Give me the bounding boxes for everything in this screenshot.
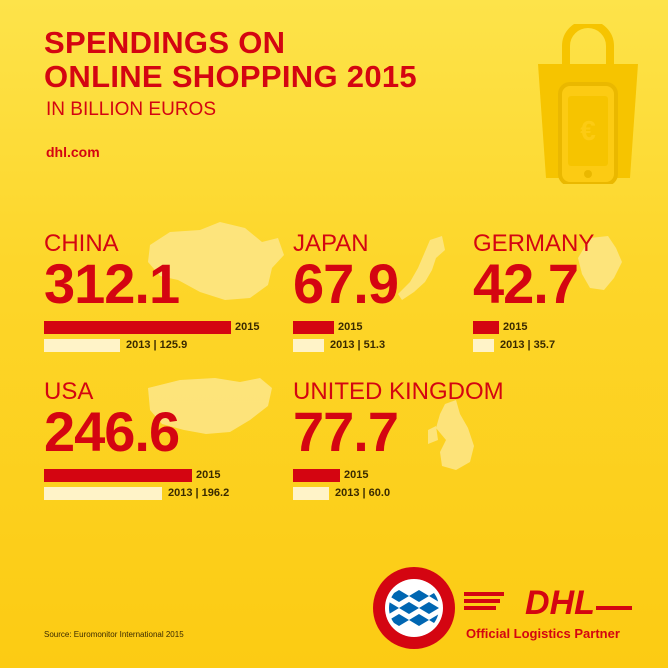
value-2015: 77.7 xyxy=(293,400,399,463)
label-2013: 2013 | 60.0 xyxy=(335,487,391,499)
country-name: GERMANY xyxy=(473,230,595,257)
value-2015: 312.1 xyxy=(44,252,180,315)
country-block: USA 246.6 2015 2013 | 196.2 xyxy=(44,378,229,502)
usa-map xyxy=(148,378,272,434)
value-2015: 246.6 xyxy=(44,400,180,463)
smartphone-icon xyxy=(558,82,618,184)
label-2015: 2015 xyxy=(344,469,369,481)
bar-2015 xyxy=(44,321,231,334)
bar-2013 xyxy=(44,487,162,500)
country-name: CHINA xyxy=(44,230,119,257)
label-2015: 2015 xyxy=(503,321,528,333)
value-2015: 42.7 xyxy=(473,252,579,315)
bar-2013 xyxy=(473,339,494,352)
label-2015: 2015 xyxy=(338,321,363,333)
germany-map xyxy=(578,236,622,290)
value-2015: 67.9 xyxy=(293,252,399,315)
japan-map xyxy=(398,236,445,300)
source-note: Source: Euromonitor International 2015 xyxy=(44,630,184,639)
bar-2015 xyxy=(293,321,334,334)
bar-2015 xyxy=(473,321,499,334)
site-link[interactable]: dhl.com xyxy=(46,144,100,160)
country-block: JAPAN 67.9 2015 2013 | 51.3 xyxy=(293,230,399,354)
country-name: UNITED KINGDOM xyxy=(293,378,504,405)
euro-icon: € xyxy=(580,115,596,146)
bar-2013 xyxy=(293,487,329,500)
label-2013: 2013 | 51.3 xyxy=(330,339,386,351)
bar-2015 xyxy=(293,469,340,482)
country-name: USA xyxy=(44,378,94,405)
label-2015: 2015 xyxy=(235,321,260,333)
uk-map xyxy=(428,400,474,470)
china-map xyxy=(148,222,284,300)
page-subtitle: IN BILLION EUROS xyxy=(46,99,216,120)
bar-2013 xyxy=(44,339,120,352)
shopping-bag-icon: € xyxy=(538,24,638,184)
country-block: UNITED KINGDOM 77.7 2015 2013 | 60.0 xyxy=(293,380,504,502)
label-2013: 2013 | 35.7 xyxy=(500,339,556,351)
country-block: CHINA 312.1 2015 2013 | 125.9 xyxy=(44,230,259,354)
bar-2015 xyxy=(44,469,192,482)
bar-2013 xyxy=(293,339,324,352)
country-name: JAPAN xyxy=(293,230,369,257)
dhl-logo: DHL xyxy=(464,584,632,618)
country-block: GERMANY 42.7 2015 2013 | 35.7 xyxy=(473,232,594,354)
page-title: SPENDINGS ON ONLINE SHOPPING 2015 xyxy=(44,25,417,94)
label-2013: 2013 | 125.9 xyxy=(126,339,188,351)
label-2013: 2013 | 196.2 xyxy=(168,487,230,499)
svg-text:DHL: DHL xyxy=(525,584,595,618)
label-2015: 2015 xyxy=(196,469,221,481)
fc-bayern-logo xyxy=(373,567,455,649)
partner-text: Official Logistics Partner xyxy=(466,626,620,641)
